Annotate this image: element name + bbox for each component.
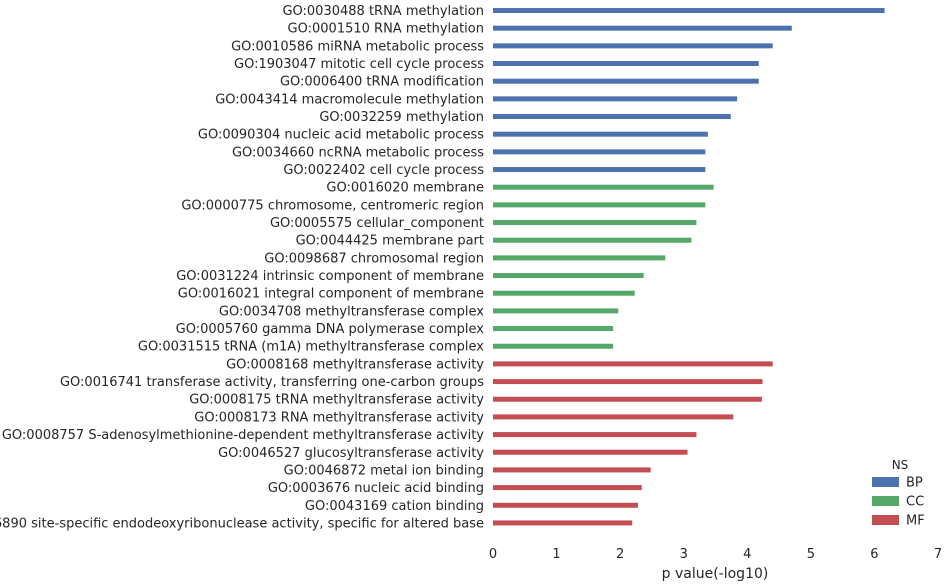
x-tick-label: 6 xyxy=(870,547,878,562)
bar-bp xyxy=(493,43,773,49)
x-tick-label: 3 xyxy=(680,547,688,562)
legend-swatch-bp xyxy=(872,477,899,487)
legend-label-mf: MF xyxy=(906,514,925,529)
bar-mf xyxy=(493,502,638,508)
x-axis-ticks: 0 1 2 3 4 5 6 7 xyxy=(489,547,942,562)
x-axis-label: p value(-log10) xyxy=(662,566,769,582)
category-label: GO:0008168 methyltransferase activity xyxy=(226,357,484,372)
x-tick-label: 4 xyxy=(743,547,751,562)
category-label: GO:0003676 nucleic acid binding xyxy=(268,481,484,496)
category-label: GO:0016021 integral component of membran… xyxy=(178,287,484,302)
x-tick-label: 1 xyxy=(552,547,560,562)
bar-mf xyxy=(493,379,763,385)
bar-cc xyxy=(493,202,706,208)
legend-title: NS xyxy=(892,458,909,472)
category-label: GO:0046872 metal ion binding xyxy=(284,463,484,478)
category-label: GO:0043169 cation binding xyxy=(305,499,484,514)
bar-mf xyxy=(493,432,697,438)
legend-entries: BP CC MF xyxy=(872,476,925,529)
category-label: GO:0031515 tRNA (m1A) methyltransferase … xyxy=(138,340,484,355)
legend-label-cc: CC xyxy=(906,495,924,510)
legend-swatch-mf xyxy=(872,515,899,525)
bar-mf xyxy=(493,414,734,420)
bar-bp xyxy=(493,8,885,13)
bar-bp xyxy=(493,61,759,67)
bar-bp xyxy=(493,167,706,173)
bar-mf xyxy=(493,520,633,526)
category-label: GO:0016890 site-specific endodeoxyribonu… xyxy=(0,516,484,531)
bar-cc xyxy=(493,308,619,314)
x-tick-label: 7 xyxy=(934,547,942,562)
bar-cc xyxy=(493,220,697,226)
category-label: GO:0098687 chromosomal region xyxy=(264,251,484,266)
category-label: GO:0006400 tRNA modification xyxy=(280,75,484,90)
category-label: GO:0090304 nucleic acid metabolic proces… xyxy=(198,128,484,143)
bar-cc xyxy=(493,343,614,349)
bar-bp xyxy=(493,131,708,137)
bar-cc xyxy=(493,255,666,261)
bars-layer xyxy=(493,8,885,526)
category-label: GO:0044425 membrane part xyxy=(296,234,484,249)
bar-cc xyxy=(493,184,714,190)
bar-bp xyxy=(493,114,731,120)
category-label: GO:0010586 miRNA metabolic process xyxy=(231,39,484,54)
category-label: GO:0008757 S-adenosylmethionine-dependen… xyxy=(2,428,484,443)
bar-mf xyxy=(493,449,688,455)
category-label: GO:0005760 gamma DNA polymerase complex xyxy=(176,322,485,337)
x-tick-label: 5 xyxy=(807,547,815,562)
bar-cc xyxy=(493,273,644,279)
bar-cc xyxy=(493,290,635,296)
category-label: GO:0016741 transferase activity, transfe… xyxy=(60,375,484,390)
category-labels-layer: GO:0030488 tRNA methylation GO:0001510 RN… xyxy=(0,4,484,531)
category-label: GO:0031224 intrinsic component of membra… xyxy=(176,269,484,284)
category-label: GO:1903047 mitotic cell cycle process xyxy=(234,57,484,72)
category-label: GO:0046527 glucosyltransferase activity xyxy=(218,446,484,461)
category-label: GO:0043414 macromolecule methylation xyxy=(215,92,484,107)
bar-cc xyxy=(493,237,692,243)
category-label: GO:0034708 methyltransferase complex xyxy=(219,304,484,319)
x-tick-label: 0 xyxy=(489,547,497,562)
bar-bp xyxy=(493,78,759,84)
category-label: GO:0008175 tRNA methyltransferase activi… xyxy=(189,393,484,408)
bar-bp xyxy=(493,96,738,102)
category-label: GO:0022402 cell cycle process xyxy=(283,163,484,178)
bar-cc xyxy=(493,326,614,332)
bar-mf xyxy=(493,485,642,491)
category-label: GO:0005575 cellular_component xyxy=(270,216,484,231)
category-label: GO:0001510 RNA methylation xyxy=(288,22,484,37)
category-label: GO:0008173 RNA methyltransferase activit… xyxy=(194,410,484,425)
legend: NS BP CC MF xyxy=(872,458,925,529)
legend-swatch-cc xyxy=(872,496,899,506)
legend-label-bp: BP xyxy=(906,476,923,491)
bar-bp xyxy=(493,25,792,31)
bar-bp xyxy=(493,149,706,155)
category-label: GO:0032259 methylation xyxy=(319,110,484,125)
bar-mf xyxy=(493,396,762,402)
category-label: GO:0016020 membrane xyxy=(326,181,484,196)
bar-mf xyxy=(493,467,651,473)
category-label: GO:0000775 chromosome, centromeric regio… xyxy=(181,198,484,213)
bar-mf xyxy=(493,361,773,367)
x-tick-label: 2 xyxy=(616,547,624,562)
category-label: GO:0034660 ncRNA metabolic process xyxy=(232,145,484,160)
category-label: GO:0030488 tRNA methylation xyxy=(282,4,484,19)
